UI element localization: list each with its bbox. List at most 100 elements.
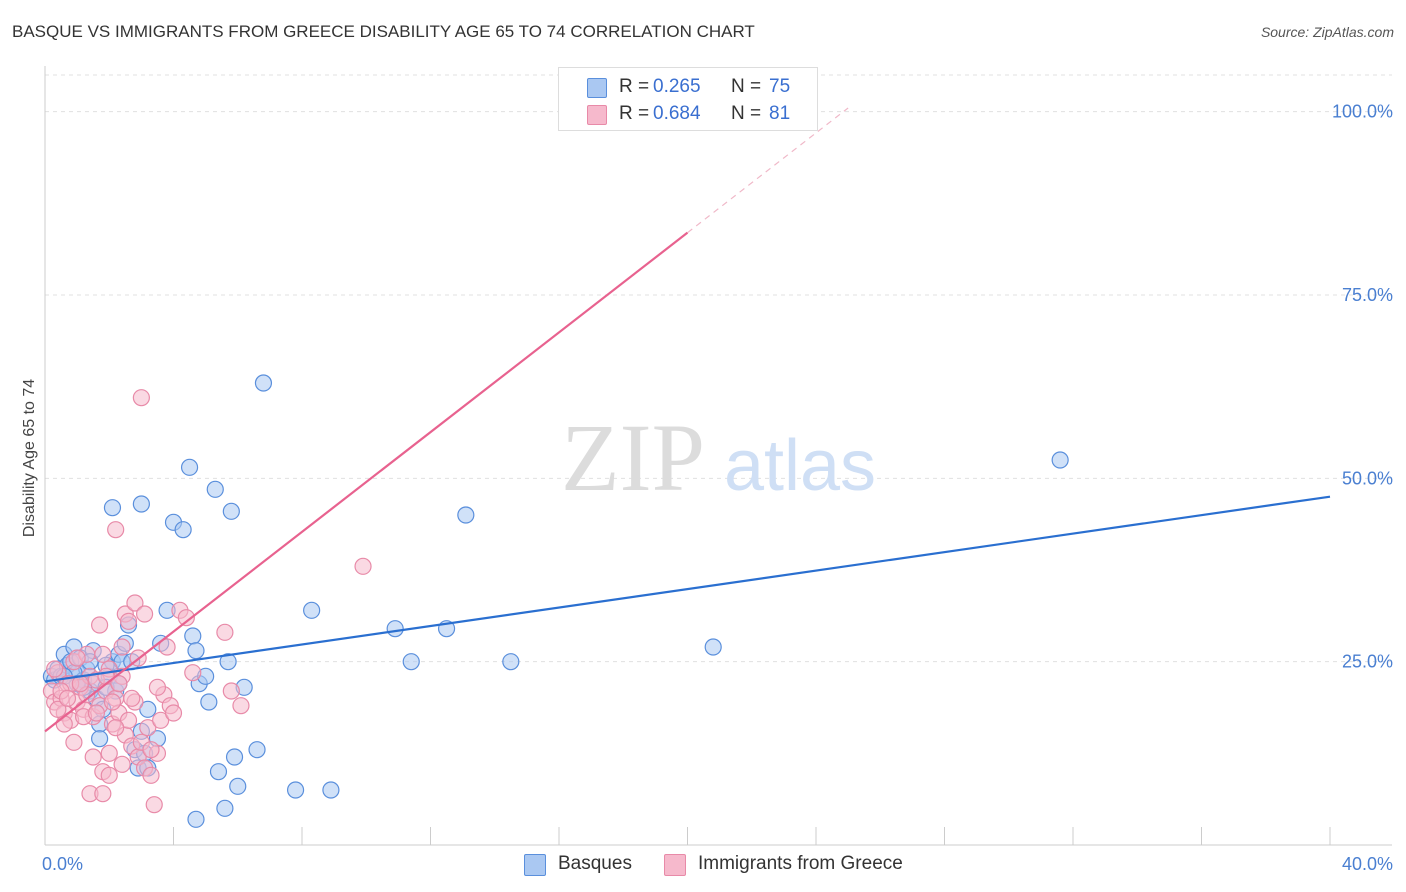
r-value: 0.265 [653, 76, 701, 97]
data-point [219, 653, 237, 671]
r-label: R = [619, 76, 650, 97]
greece-swatch [587, 105, 607, 125]
data-point [402, 653, 420, 671]
data-point [229, 777, 247, 795]
data-point [1051, 451, 1069, 469]
data-point [94, 645, 112, 663]
data-point [107, 521, 125, 539]
data-point [206, 480, 224, 498]
data-point [222, 502, 240, 520]
stats-row-greece: R = 0.684 N = 81 [559, 101, 817, 127]
watermark: ZIP atlas [561, 404, 876, 511]
data-point [216, 799, 234, 817]
data-point [100, 766, 118, 784]
data-point [216, 623, 234, 641]
data-point [200, 693, 218, 711]
data-point [209, 763, 228, 781]
chart-title: BASQUE VS IMMIGRANTS FROM GREECE DISABIL… [12, 22, 755, 41]
data-point [103, 499, 122, 517]
data-point [286, 781, 305, 799]
data-point [386, 620, 404, 638]
x-tick-label: 40.0% [1342, 854, 1393, 874]
watermark-zip: ZIP [561, 404, 705, 511]
y-tick-label: 50.0% [1342, 468, 1393, 488]
data-point [164, 704, 183, 722]
data-point [177, 609, 195, 627]
data-point [132, 495, 150, 513]
data-point [119, 612, 138, 630]
data-point [502, 653, 520, 671]
data-point [187, 810, 205, 828]
data-point [135, 605, 154, 623]
data-point [65, 733, 83, 751]
data-point [91, 730, 109, 748]
data-point [87, 704, 106, 722]
data-point [148, 678, 167, 696]
data-point [119, 711, 138, 729]
axes [44, 66, 1392, 846]
legend-label-greece: Immigrants from Greece [698, 853, 903, 874]
data-point [139, 700, 157, 718]
series-basques-points [42, 374, 1069, 828]
data-point [110, 675, 128, 693]
series-greece-points [42, 389, 372, 814]
data-point [91, 616, 109, 634]
trend-lines [44, 107, 1331, 733]
data-point [232, 697, 250, 715]
data-point [46, 660, 64, 678]
trend-line-greece-extension [687, 107, 849, 234]
y-tick-label: 25.0% [1342, 652, 1393, 672]
n-label: N = [731, 76, 762, 97]
data-point [139, 719, 157, 737]
data-point [248, 741, 266, 759]
basques-swatch [587, 78, 607, 98]
trend-line-basques [44, 495, 1331, 683]
stats-legend: R = 0.265 N = 75 R = 0.684 N = 81 [558, 67, 818, 131]
data-point [457, 506, 475, 524]
y-tick-label: 75.0% [1342, 285, 1393, 305]
y-tick-label: 100.0% [1332, 102, 1393, 122]
data-point [68, 649, 86, 667]
data-point [184, 664, 202, 682]
data-point [158, 638, 176, 656]
data-point [184, 627, 202, 645]
data-point [222, 682, 240, 700]
data-point [174, 521, 192, 539]
data-point [49, 700, 67, 718]
y-axis-label: Disability Age 65 to 74 [21, 379, 38, 537]
r-value: 0.684 [653, 103, 701, 124]
data-point [55, 715, 73, 733]
n-value: 75 [769, 76, 791, 97]
x-tick-label: 0.0% [42, 854, 83, 874]
basques-swatch [524, 854, 546, 876]
data-point [142, 741, 160, 759]
data-point [58, 689, 77, 707]
data-point [142, 766, 160, 784]
legend-label-basques: Basques [558, 853, 632, 874]
data-point [704, 638, 722, 656]
data-point [123, 689, 141, 707]
data-point [187, 642, 205, 660]
n-value: 81 [769, 103, 791, 124]
data-point [100, 744, 118, 762]
source-label: Source: ZipAtlas.com [1260, 24, 1394, 40]
data-point [107, 719, 125, 737]
watermark-atlas: atlas [724, 426, 876, 506]
data-point [180, 458, 199, 476]
series-legend: Basques Immigrants from Greece [0, 852, 1406, 878]
data-point [225, 748, 244, 766]
data-point [145, 796, 163, 814]
stats-row-basques: R = 0.265 N = 75 [559, 74, 817, 100]
n-label: N = [731, 103, 762, 124]
data-point [254, 374, 273, 392]
data-point [113, 638, 131, 656]
data-point [132, 389, 150, 407]
data-point [152, 711, 170, 729]
data-point [303, 601, 321, 619]
trend-line-greece [44, 231, 689, 733]
data-point [103, 693, 122, 711]
data-point [126, 594, 144, 612]
data-point [322, 781, 340, 799]
data-point [94, 785, 112, 803]
